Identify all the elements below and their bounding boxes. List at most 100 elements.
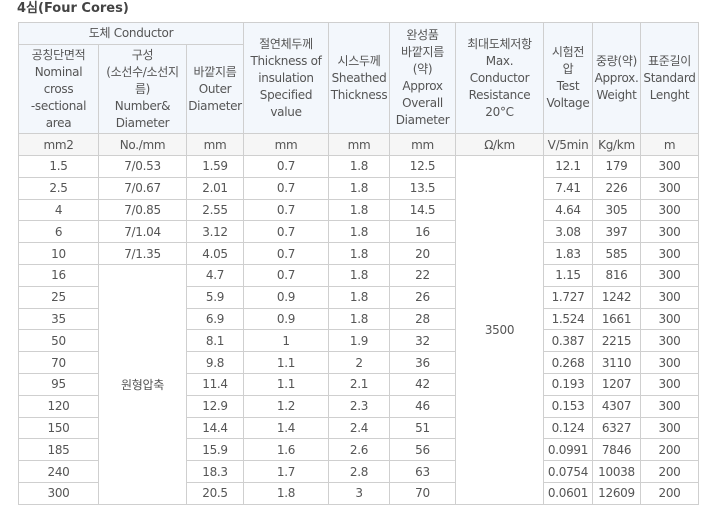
cell-outer-diameter: 8.1 [185, 329, 245, 353]
cell-length: 300 [640, 351, 700, 374]
cell-insulation: 0.9 [243, 307, 330, 331]
cell-insulation: 0.7 [243, 176, 330, 200]
cell-construction-merged: 원형압축 [98, 263, 187, 505]
cell-area: 2.5 [18, 176, 99, 200]
header-nominal-area: 공칭단면적 Nominal cross -sectional area [18, 44, 99, 134]
table-row: 50 8.1 1 1.9 32 0.387 2215 300 [18, 329, 700, 353]
cell-length: 300 [640, 307, 700, 331]
table-row: 16 원형압축 4.7 0.7 1.8 22 1.15 816 300 [18, 263, 700, 505]
cell-resistance: 1.15 [543, 263, 594, 287]
header-line: Overall [402, 96, 443, 110]
cell-weight: 397 [592, 220, 642, 244]
cell-weight: 10038 [592, 460, 642, 483]
cell-overall-diameter: 56 [389, 438, 457, 462]
cell-insulation: 1.2 [243, 394, 330, 418]
cell-resistance: 0.0754 [543, 460, 594, 483]
header-line: Standard [643, 70, 696, 85]
units-row: mm2 No./mm mm mm mm mm Ω/km V/5min Kg/km m [18, 133, 700, 156]
cell-overall-diameter: 20 [389, 242, 457, 265]
cell-sheath: 1.9 [328, 329, 391, 353]
cell-insulation: 1.4 [243, 416, 330, 440]
header-outer-diameter: 바깥지름 Outer Diameter [185, 44, 245, 134]
cell-length: 300 [640, 242, 700, 265]
cell-overall-diameter: 14.5 [389, 198, 457, 222]
cell-overall-diameter: 63 [389, 460, 457, 483]
header-line: Voltage [546, 96, 590, 110]
header-line: 공칭단면적 [31, 47, 86, 62]
table-row: 120 12.9 1.2 2.3 46 0.153 4307 300 [18, 394, 700, 418]
cell-insulation: 0.7 [243, 263, 330, 287]
cell-sheath: 1.8 [328, 242, 391, 265]
cell-insulation: 0.9 [243, 285, 330, 309]
header-construction: 구성 (소선수/소선지 름) Number& Diameter [98, 44, 187, 134]
unit-cell: Ω/km [455, 133, 545, 156]
cell-area: 35 [18, 307, 99, 331]
table-row: 10 7/1.35 4.05 0.7 1.8 20 1.83 585 300 [18, 242, 700, 265]
cell-area: 16 [18, 263, 99, 287]
header-test-voltage: 시험전 압 Test Voltage [543, 22, 594, 134]
spec-table: 도체 Conductor 절연체두께 Thickness of insulation… [17, 22, 700, 505]
cell-sheath: 1.8 [328, 263, 391, 287]
cell-outer-diameter: 14.4 [185, 416, 245, 440]
header-line: (약) [412, 62, 433, 76]
header-line: 바깥지름 [193, 64, 237, 79]
cell-weight: 1661 [592, 307, 642, 331]
header-line: Sheathed [331, 70, 387, 85]
header-line: cross [43, 81, 74, 96]
cell-sheath: 1.8 [328, 307, 391, 331]
cell-construction: 7/0.53 [98, 155, 187, 178]
header-line: 구성 [131, 47, 154, 62]
cell-resistance: 0.0991 [543, 438, 594, 462]
header-line: 압 [562, 62, 574, 76]
header-line: 시험전 [551, 45, 585, 59]
cell-weight: 12609 [592, 481, 642, 505]
cell-insulation: 1.7 [243, 460, 330, 483]
header-line: Approx. [594, 70, 639, 85]
header-line: Max. [485, 53, 514, 68]
cell-merged-3500: 3500 [455, 155, 545, 505]
header-line: 중량(약) [596, 53, 637, 68]
cell-weight: 585 [592, 242, 642, 265]
header-line: 표준길이 [648, 53, 691, 68]
header-line: 바깥지름 [401, 45, 444, 59]
cell-area: 10 [18, 242, 99, 265]
cell-length: 300 [640, 198, 700, 222]
cell-area: 70 [18, 351, 99, 374]
cell-length: 300 [640, 329, 700, 353]
header-line: 완성품 [406, 28, 439, 42]
cell-sheath: 2.6 [328, 438, 391, 462]
cell-sheath: 2 [328, 351, 391, 374]
header-weight: 중량(약) Approx. Weight [592, 22, 642, 134]
cell-area: 240 [18, 460, 99, 483]
header-line: Weight [596, 87, 637, 102]
cell-resistance: 3.08 [543, 220, 594, 244]
cell-area: 150 [18, 416, 99, 440]
cell-insulation: 1.1 [243, 351, 330, 374]
cell-outer-diameter: 11.4 [185, 372, 245, 396]
cell-insulation: 1.8 [243, 481, 330, 505]
table-row: 300 20.5 1.8 3 70 0.0601 12609 200 [18, 481, 700, 505]
table-row: 70 9.8 1.1 2 36 0.268 3110 300 [18, 351, 700, 374]
cell-overall-diameter: 26 [389, 285, 457, 309]
cell-sheath: 2.1 [328, 372, 391, 396]
cell-insulation: 1.6 [243, 438, 330, 462]
unit-cell: mm [389, 133, 457, 156]
header-line: insulation [258, 70, 314, 85]
cell-weight: 4307 [592, 394, 642, 418]
cell-insulation: 0.7 [243, 155, 330, 178]
cell-area: 1.5 [18, 155, 99, 178]
cell-length: 300 [640, 416, 700, 440]
cell-outer-diameter: 4.05 [185, 242, 245, 265]
cell-outer-diameter: 12.9 [185, 394, 245, 418]
cell-resistance: 0.0601 [543, 481, 594, 505]
table-row: 2.5 7/0.67 2.01 0.7 1.8 13.5 7.41 226 300 [18, 176, 700, 200]
cell-weight: 179 [592, 155, 642, 178]
cell-sheath: 1.8 [328, 176, 391, 200]
unit-cell: m [640, 133, 700, 156]
table-row: 1.5 7/0.53 1.59 0.7 1.8 12.5 3500 12.1 179 300 [18, 155, 700, 505]
cell-resistance: 12.1 [543, 155, 594, 178]
cell-overall-diameter: 46 [389, 394, 457, 418]
cell-area: 50 [18, 329, 99, 353]
cell-resistance: 1.524 [543, 307, 594, 331]
header-line: (소선수/소선지 [106, 64, 179, 79]
